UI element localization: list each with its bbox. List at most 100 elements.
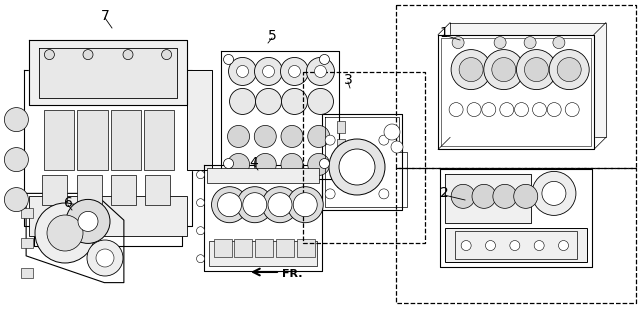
Circle shape — [493, 184, 517, 208]
Text: 3: 3 — [344, 73, 353, 87]
Text: 1: 1 — [440, 26, 449, 40]
Circle shape — [452, 37, 464, 49]
Circle shape — [66, 199, 110, 243]
Circle shape — [47, 215, 83, 251]
Circle shape — [44, 50, 54, 60]
Circle shape — [268, 193, 292, 217]
Polygon shape — [221, 51, 339, 179]
Circle shape — [379, 189, 389, 199]
Circle shape — [196, 199, 205, 207]
Circle shape — [547, 103, 561, 117]
Circle shape — [255, 88, 282, 114]
Circle shape — [325, 135, 335, 145]
Circle shape — [461, 241, 471, 250]
Circle shape — [553, 37, 565, 49]
Polygon shape — [450, 23, 606, 137]
Text: 4: 4 — [250, 156, 259, 170]
Circle shape — [230, 88, 255, 114]
Bar — [77, 175, 102, 205]
Bar — [44, 110, 74, 170]
Circle shape — [254, 126, 276, 148]
Circle shape — [254, 153, 276, 175]
Circle shape — [484, 50, 524, 90]
Bar — [21, 238, 33, 248]
Circle shape — [4, 148, 28, 172]
Polygon shape — [204, 165, 323, 271]
Circle shape — [83, 50, 93, 60]
Circle shape — [549, 50, 589, 90]
Bar — [234, 239, 252, 257]
Bar — [21, 208, 33, 218]
Circle shape — [516, 50, 557, 90]
Circle shape — [514, 184, 538, 208]
Text: FR.: FR. — [282, 269, 303, 279]
Text: 5: 5 — [268, 29, 276, 43]
Circle shape — [287, 187, 323, 223]
Circle shape — [482, 103, 496, 117]
Polygon shape — [445, 174, 531, 223]
Circle shape — [255, 57, 282, 86]
Bar — [441, 38, 591, 146]
Bar — [337, 122, 346, 133]
Circle shape — [289, 65, 301, 78]
Circle shape — [510, 241, 520, 250]
Circle shape — [161, 50, 172, 60]
Bar — [297, 239, 315, 257]
Circle shape — [223, 158, 234, 169]
Circle shape — [237, 65, 248, 78]
Circle shape — [196, 255, 205, 263]
Polygon shape — [29, 40, 187, 104]
Circle shape — [262, 187, 298, 223]
Circle shape — [293, 193, 317, 217]
Polygon shape — [322, 114, 402, 210]
Circle shape — [196, 171, 205, 179]
Circle shape — [459, 58, 483, 82]
Circle shape — [228, 126, 250, 148]
Circle shape — [4, 188, 28, 212]
Bar — [445, 228, 587, 262]
Circle shape — [472, 184, 496, 208]
Bar — [42, 175, 67, 205]
Text: 6: 6 — [63, 196, 72, 210]
Circle shape — [532, 103, 547, 117]
Polygon shape — [40, 48, 177, 98]
Circle shape — [223, 55, 234, 64]
Bar — [337, 140, 346, 152]
Circle shape — [78, 211, 98, 231]
Circle shape — [281, 126, 303, 148]
Circle shape — [307, 88, 333, 114]
Circle shape — [467, 103, 481, 117]
Text: 2: 2 — [440, 186, 449, 200]
Bar — [21, 268, 33, 278]
Circle shape — [319, 55, 330, 64]
Circle shape — [308, 126, 330, 148]
Circle shape — [515, 103, 529, 117]
Text: 7: 7 — [100, 9, 109, 23]
Circle shape — [228, 57, 257, 86]
Polygon shape — [24, 70, 191, 246]
Circle shape — [243, 193, 267, 217]
Circle shape — [534, 241, 544, 250]
Circle shape — [449, 103, 463, 117]
Bar — [143, 110, 173, 170]
Circle shape — [307, 57, 335, 86]
Circle shape — [532, 171, 576, 215]
Circle shape — [96, 249, 114, 267]
Polygon shape — [438, 35, 594, 149]
Circle shape — [4, 108, 28, 132]
Circle shape — [35, 203, 95, 263]
Circle shape — [237, 187, 273, 223]
Circle shape — [565, 103, 579, 117]
Circle shape — [87, 240, 123, 276]
Circle shape — [339, 149, 375, 185]
Circle shape — [451, 50, 491, 90]
Circle shape — [379, 135, 389, 145]
Circle shape — [329, 139, 385, 195]
Circle shape — [228, 153, 250, 175]
Circle shape — [557, 58, 581, 82]
Circle shape — [212, 187, 248, 223]
Bar — [111, 175, 136, 205]
Circle shape — [559, 241, 568, 250]
Circle shape — [494, 37, 506, 49]
Circle shape — [524, 37, 536, 49]
